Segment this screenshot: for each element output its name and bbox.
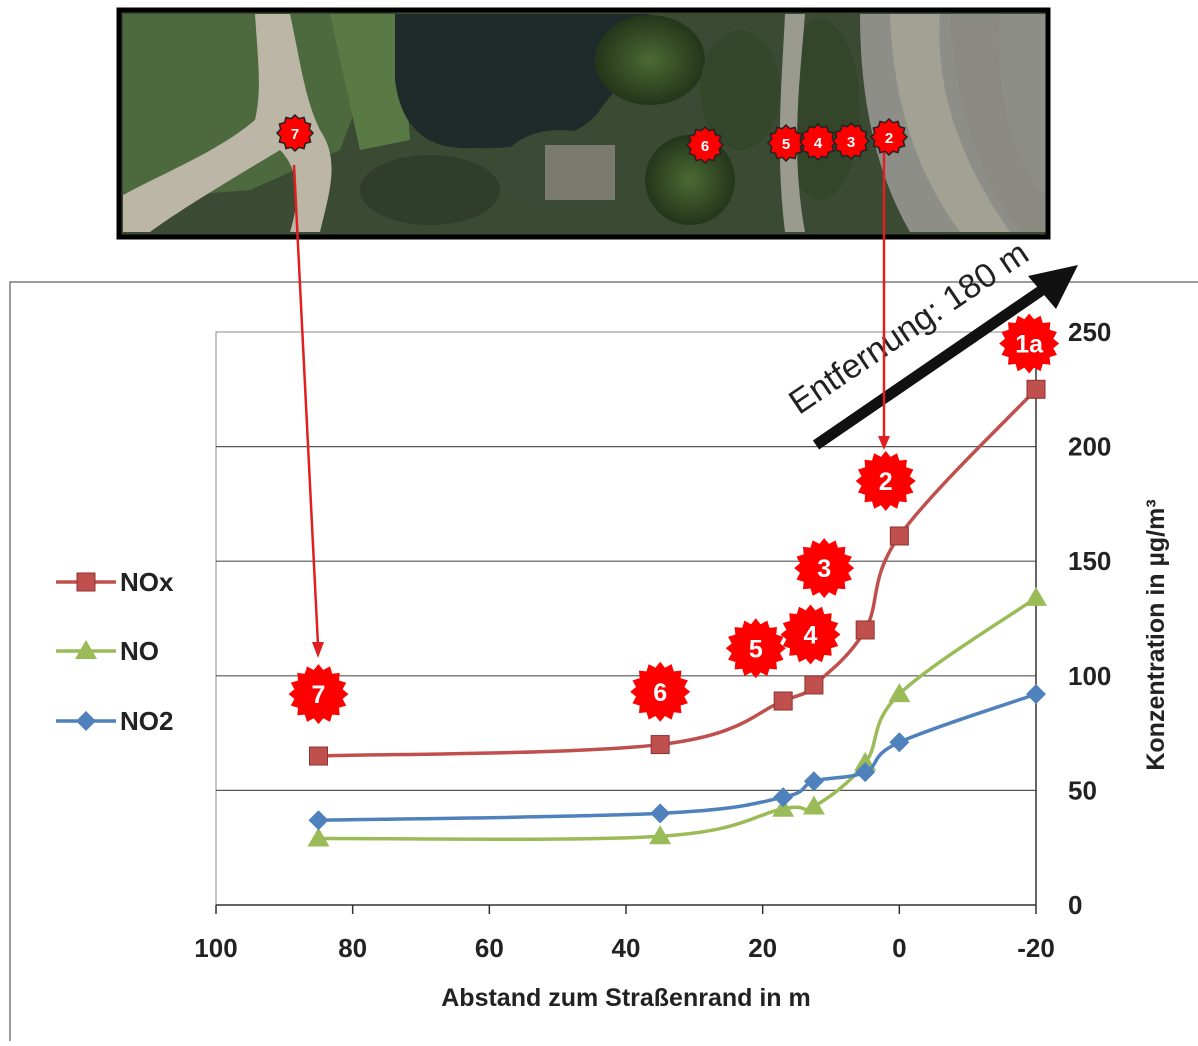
- series-layer: [307, 379, 1047, 847]
- badge-label: 5: [782, 136, 790, 153]
- data-point-no: [649, 825, 672, 845]
- data-point-nox: [650, 735, 670, 755]
- badge-layer: 7 6 5 4 3 2 1a: [288, 313, 1060, 725]
- distance-arrow: [812, 265, 1078, 450]
- data-point-no: [802, 795, 825, 815]
- badge-label: 1a: [1015, 330, 1044, 358]
- photo-badge-4: 4: [798, 122, 838, 162]
- badge-burst: [685, 125, 725, 165]
- legend-marker-no: [75, 640, 97, 659]
- data-point-no2: [803, 771, 824, 792]
- data-point-no: [307, 827, 330, 847]
- x-tick-label: 0: [892, 933, 906, 963]
- y-tick-label: 50: [1068, 775, 1097, 805]
- footpath: [123, 14, 332, 232]
- badge-burst: [288, 664, 349, 725]
- badge-burst: [999, 313, 1060, 374]
- chart-badge-3: 3: [794, 538, 855, 599]
- legend-marker-no2: [76, 711, 96, 731]
- data-point-no2: [1026, 684, 1046, 705]
- badge-label: 3: [817, 555, 831, 583]
- x-tick-label: 80: [338, 933, 367, 963]
- aerial-photo-border: [116, 7, 1051, 240]
- lawn-area-right: [330, 14, 410, 150]
- data-point-nox: [889, 526, 909, 546]
- gridlines: [216, 446, 1036, 792]
- data-point-nox: [773, 691, 793, 711]
- legend: NOx NO NO2: [56, 567, 174, 736]
- data-point-no2: [773, 787, 794, 808]
- data-point-no2: [308, 810, 329, 831]
- guide-arrow-7: [292, 164, 324, 658]
- chart-badge-2: 2: [855, 451, 916, 511]
- y-tick-label: 100: [1068, 661, 1111, 691]
- legend-label-no2: NO2: [120, 706, 173, 736]
- photo-badge-layer: 7 6 5 4 3 2: [275, 113, 909, 165]
- badge-burst: [725, 618, 786, 679]
- badge-burst: [831, 121, 871, 161]
- legend-label-nox: NOx: [120, 567, 174, 597]
- data-point-nox: [804, 675, 824, 695]
- y-tick-label: 150: [1068, 546, 1111, 576]
- data-point-no2: [650, 803, 671, 824]
- photo-badge-3: 3: [831, 121, 871, 161]
- data-point-nox: [855, 620, 875, 640]
- data-point-nox: [309, 746, 328, 766]
- x-tick-label: -20: [1017, 933, 1055, 963]
- badge-burst: [794, 538, 855, 599]
- badge-label: 3: [847, 134, 855, 151]
- badge-burst: [630, 661, 691, 722]
- badge-label: 2: [885, 130, 893, 147]
- plot-area: [215, 331, 1037, 906]
- photo-badge-7: 7: [275, 113, 315, 153]
- x-tick-label: 20: [748, 933, 777, 963]
- chart-badge-6: 6: [630, 661, 691, 722]
- x-tick-label: 60: [475, 933, 504, 963]
- y-tick-label: 0: [1068, 890, 1082, 920]
- data-point-no: [1025, 586, 1047, 606]
- badge-label: 6: [701, 138, 709, 155]
- pond: [395, 14, 652, 149]
- photo-badge-6: 6: [685, 125, 725, 165]
- chart-badge-5: 5: [725, 618, 786, 679]
- x-tick-label: 100: [194, 933, 237, 963]
- photo-badge-2: 2: [869, 117, 909, 157]
- data-point-nox: [1026, 379, 1046, 399]
- photo-badge-5: 5: [766, 123, 806, 163]
- badge-burst: [766, 123, 806, 163]
- road-lane-2: [950, 14, 1048, 232]
- badge-burst: [869, 117, 909, 157]
- legend-label-no: NO: [120, 636, 159, 666]
- badge-label: 2: [879, 468, 893, 496]
- badge-burst: [780, 604, 841, 665]
- data-point-no2: [855, 762, 876, 783]
- badge-label: 7: [291, 126, 299, 143]
- chart-badge-7: 7: [288, 664, 349, 725]
- y-tick-label: 200: [1068, 432, 1111, 462]
- chart-badge-4: 4: [780, 604, 841, 665]
- badge-label: 4: [804, 622, 818, 650]
- legend-marker-nox: [76, 572, 96, 592]
- aerial-photo: [116, 7, 1051, 240]
- y-tick-label: 250: [1068, 317, 1111, 347]
- guide-arrow-2: [878, 150, 890, 450]
- sidewalk: [779, 14, 805, 232]
- badge-burst: [855, 451, 916, 511]
- badge-label: 7: [312, 681, 326, 709]
- data-point-no2: [889, 732, 910, 753]
- x-axis-label: Abstand zum Straßenrand in m: [441, 984, 810, 1012]
- road-lane: [890, 14, 1010, 232]
- badge-label: 6: [653, 679, 667, 707]
- chart-badge-1a: 1a: [999, 313, 1060, 374]
- badge-burst: [798, 122, 838, 162]
- data-point-no: [888, 683, 911, 703]
- badge-label: 4: [814, 135, 823, 152]
- badge-burst: [275, 113, 315, 153]
- badge-label: 5: [749, 635, 763, 663]
- x-tick-label: 40: [612, 933, 641, 963]
- y-axis-label: Konzentration in µg/m³: [1142, 499, 1170, 770]
